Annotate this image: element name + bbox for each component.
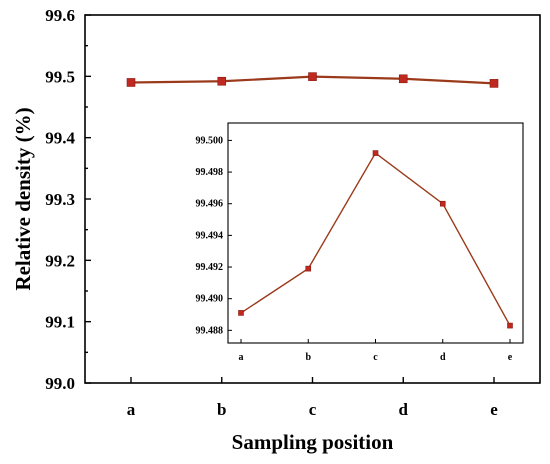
y-tick-label: 99.2	[45, 251, 75, 270]
y-tick-label: 99.498	[196, 167, 224, 178]
x-tick-label: c	[309, 400, 317, 419]
x-tick-label: d	[440, 352, 446, 363]
main-plot-area: 99.0 99.1 99.2 99.3 99.4 99.5 99.6 a b c d e	[45, 6, 541, 419]
main-y-ticks: 99.0 99.1 99.2 99.3 99.4 99.5 99.6	[45, 6, 91, 393]
data-point-marker	[305, 265, 312, 272]
y-tick-label: 99.0	[45, 374, 75, 393]
y-tick-label: 99.6	[45, 6, 75, 25]
y-tick-label: 99.3	[45, 190, 75, 209]
x-tick-label: b	[305, 352, 311, 363]
data-point-marker	[398, 74, 408, 84]
data-point-marker	[238, 310, 244, 316]
x-tick-label: e	[508, 352, 513, 363]
data-point-marker	[439, 200, 446, 207]
x-tick-label: b	[217, 400, 226, 419]
x-axis-title: Sampling position	[232, 430, 394, 454]
x-tick-label: a	[239, 352, 244, 363]
inset-background	[228, 123, 523, 343]
y-tick-label: 99.496	[196, 199, 224, 210]
y-tick-label: 99.492	[196, 262, 224, 273]
y-axis-title: Relative density (%)	[11, 107, 35, 290]
main-x-ticks: a b c d e	[127, 377, 498, 419]
y-tick-label: 99.1	[45, 313, 75, 332]
x-tick-label: e	[490, 400, 498, 419]
y-tick-label: 99.5	[45, 67, 75, 86]
data-point-marker	[489, 79, 499, 88]
y-tick-label: 99.494	[196, 230, 224, 241]
data-point-marker	[308, 72, 317, 81]
data-point-marker	[217, 76, 227, 86]
data-point-marker	[126, 78, 136, 87]
main-series	[126, 72, 499, 88]
x-tick-label: d	[399, 400, 409, 419]
inset-x-ticks: a b c d e	[239, 339, 513, 363]
inset-series	[238, 150, 513, 329]
data-point-marker	[372, 150, 379, 156]
x-tick-label: c	[373, 352, 378, 363]
x-tick-label: a	[127, 400, 136, 419]
y-tick-label: 99.488	[196, 325, 224, 336]
inset-y-ticks: 99.488 99.490 99.492 99.494 99.496 99.498 99.5…	[196, 135, 232, 336]
y-tick-label: 99.500	[196, 135, 224, 146]
y-tick-label: 99.4	[45, 129, 75, 148]
y-tick-label: 99.490	[196, 294, 224, 305]
inset-plot-area: 99.488 99.490 99.492 99.494 99.496 99.498 99.5…	[196, 122, 524, 363]
data-point-marker	[507, 322, 513, 329]
